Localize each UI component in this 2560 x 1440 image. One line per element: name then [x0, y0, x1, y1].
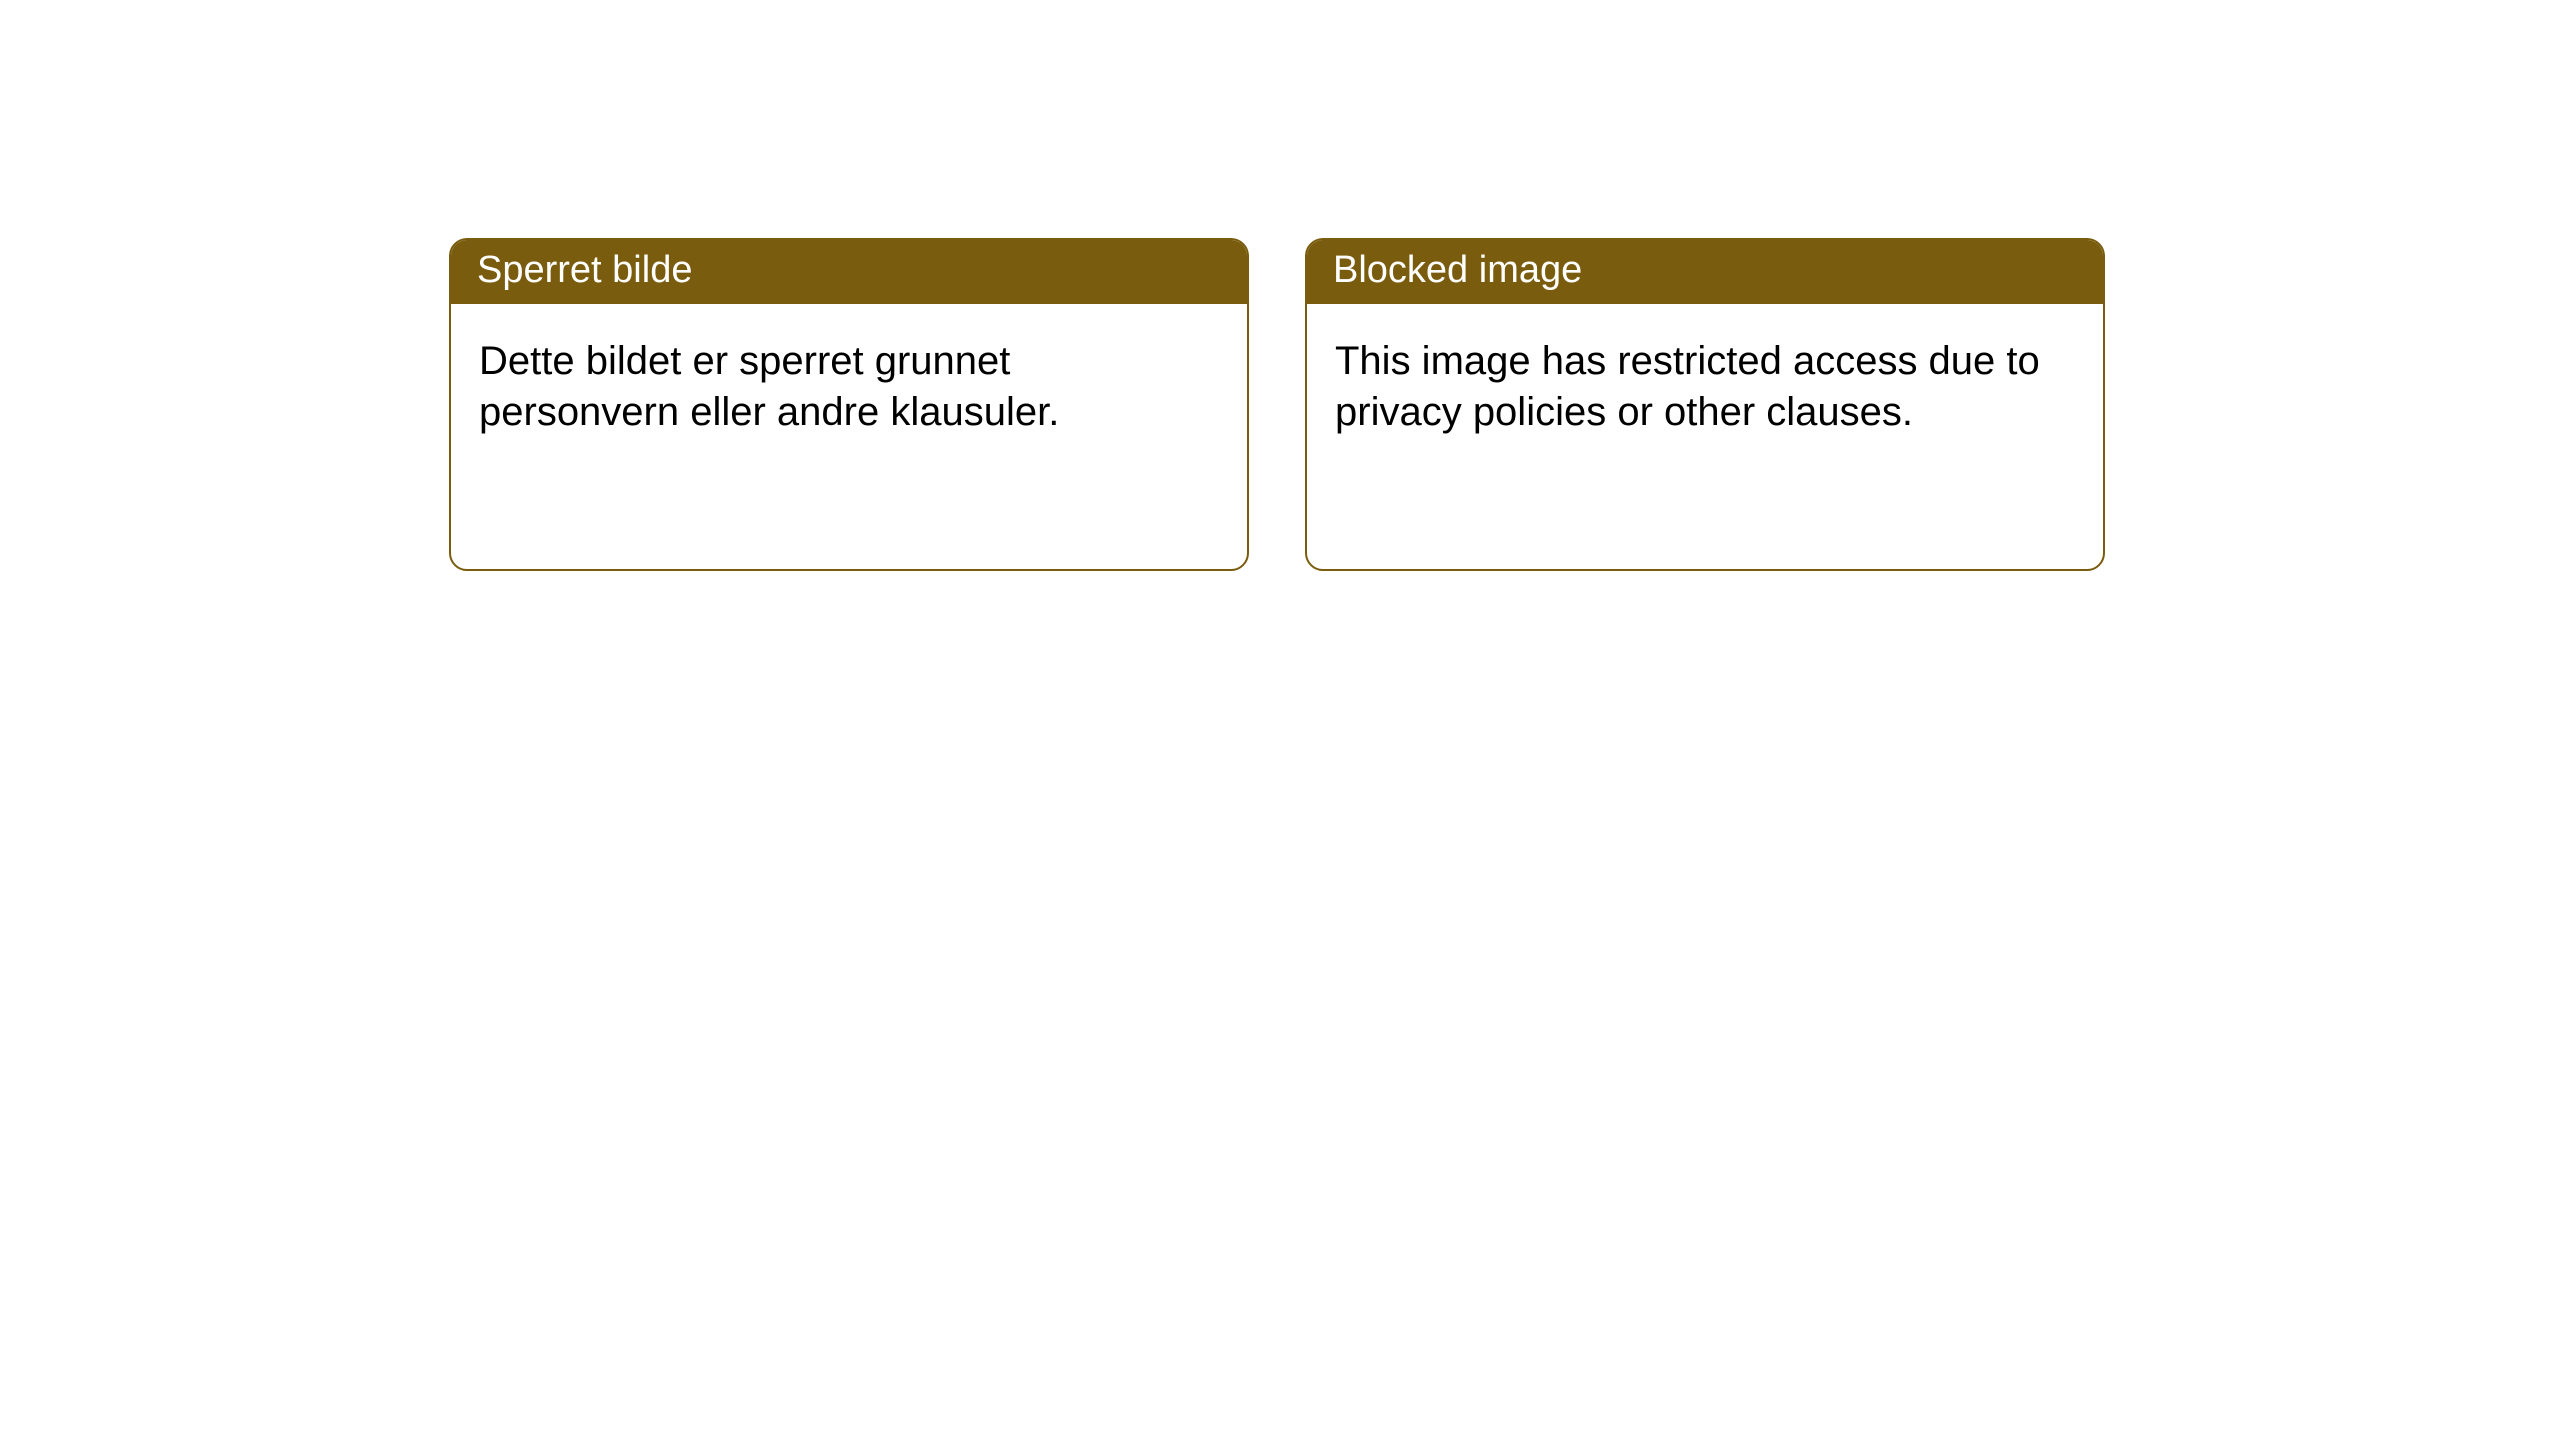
card-body-text: This image has restricted access due to …: [1335, 339, 2040, 434]
card-title: Blocked image: [1333, 249, 1582, 291]
card-body: This image has restricted access due to …: [1307, 304, 2103, 470]
card-body: Dette bildet er sperret grunnet personve…: [451, 304, 1247, 470]
notice-card-norwegian: Sperret bilde Dette bildet er sperret gr…: [449, 238, 1249, 571]
card-header: Blocked image: [1307, 240, 2103, 304]
card-header: Sperret bilde: [451, 240, 1247, 304]
card-title: Sperret bilde: [477, 249, 692, 291]
card-body-text: Dette bildet er sperret grunnet personve…: [479, 339, 1059, 434]
notice-cards-container: Sperret bilde Dette bildet er sperret gr…: [0, 0, 2560, 571]
notice-card-english: Blocked image This image has restricted …: [1305, 238, 2105, 571]
